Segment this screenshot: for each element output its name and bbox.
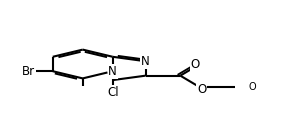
- Text: O: O: [248, 82, 256, 92]
- Text: N: N: [108, 65, 117, 78]
- Text: O: O: [191, 58, 200, 71]
- Text: Cl: Cl: [107, 86, 119, 99]
- Text: Br: Br: [22, 65, 35, 78]
- Text: O: O: [197, 83, 206, 96]
- Text: N: N: [141, 55, 150, 68]
